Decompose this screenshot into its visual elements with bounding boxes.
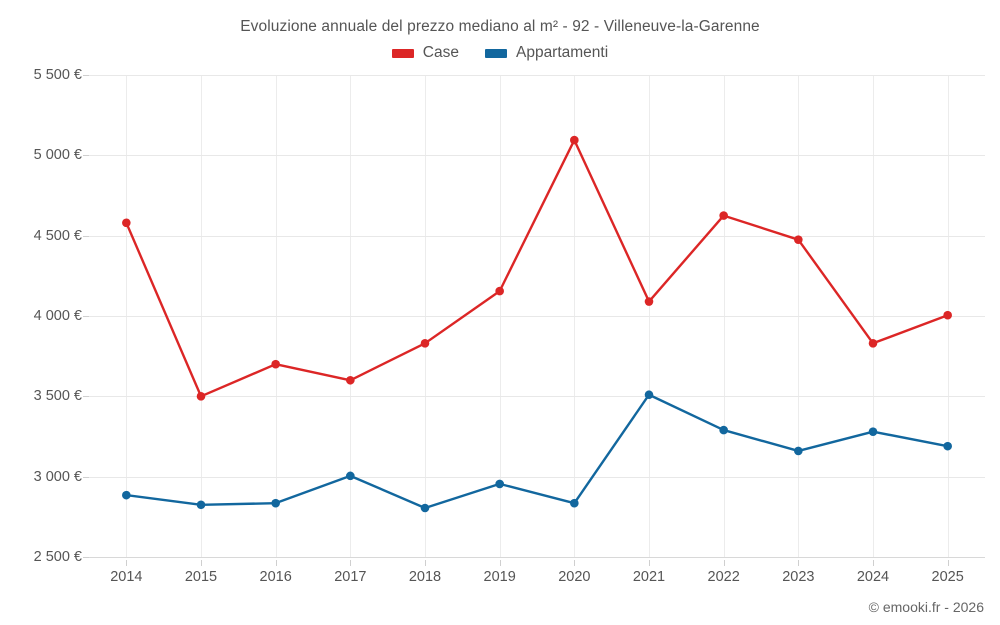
data-point[interactable] xyxy=(794,235,803,244)
data-point[interactable] xyxy=(420,339,430,348)
data-point[interactable] xyxy=(420,503,430,513)
y-axis-tick-label: 4 500 € xyxy=(33,227,82,244)
y-axis-labels: 2 500 € 3 000 € 3 500 € 4 000 € 4 500 € 5 000… xyxy=(0,67,89,565)
series-2 xyxy=(122,390,952,513)
x-axis-tick-mark xyxy=(947,560,949,566)
data-point[interactable] xyxy=(868,427,878,436)
data-point[interactable] xyxy=(122,218,131,228)
data-point[interactable] xyxy=(719,211,728,220)
y-axis-tick-mark xyxy=(83,396,89,398)
data-point[interactable] xyxy=(644,297,654,306)
data-point[interactable] xyxy=(794,446,803,456)
legend-label: Case xyxy=(422,44,459,61)
x-axis-tick-label: 2020 xyxy=(558,569,591,585)
x-axis-tick-label: 2015 xyxy=(184,569,218,585)
x-axis-tick-label: 2019 xyxy=(483,569,516,585)
gridline-horizontal xyxy=(89,75,985,76)
gridline-horizontal xyxy=(89,396,985,398)
plot-area xyxy=(89,75,985,558)
y-axis-tick-label: 4 000 € xyxy=(33,308,82,324)
x-axis-tick-label: 2021 xyxy=(632,569,666,585)
x-axis-tick-mark xyxy=(798,560,800,566)
x-axis-tick-label: 2018 xyxy=(408,569,442,585)
x-axis-line xyxy=(89,557,985,558)
data-point[interactable] xyxy=(570,498,579,508)
x-axis-tick-mark xyxy=(425,560,426,566)
data-point[interactable] xyxy=(868,339,878,348)
data-point[interactable] xyxy=(271,359,280,369)
x-axis-tick-label: 2016 xyxy=(259,569,292,585)
series-1 xyxy=(122,135,952,401)
y-axis-tick-label: 2 500 € xyxy=(33,549,82,565)
credit-text: © emooki.fr - 2026 xyxy=(868,599,984,615)
x-axis-tick-mark xyxy=(126,560,128,566)
data-point[interactable] xyxy=(943,441,952,451)
x-axis-tick-mark xyxy=(201,560,202,566)
legend-item[interactable]: Appartamenti xyxy=(484,44,609,62)
chart-legend: Case Appartamenti xyxy=(0,44,1000,62)
data-point[interactable] xyxy=(196,392,206,401)
gridline-horizontal xyxy=(89,155,985,157)
data-point[interactable] xyxy=(271,498,280,508)
x-axis-tick-mark xyxy=(275,560,277,566)
data-point[interactable] xyxy=(943,310,952,320)
y-axis-tick-label: 5 000 € xyxy=(33,147,82,164)
y-axis-tick-mark xyxy=(83,316,89,317)
x-axis-tick-mark xyxy=(723,560,725,566)
data-point[interactable] xyxy=(644,390,654,400)
y-axis-tick-mark xyxy=(83,557,89,558)
series-line xyxy=(125,393,949,510)
data-point[interactable] xyxy=(719,425,728,435)
x-axis-tick-mark xyxy=(649,560,650,566)
y-axis-tick-label: 5 500 € xyxy=(33,67,82,83)
gridline-horizontal xyxy=(89,316,985,317)
series-layer xyxy=(122,135,952,513)
gridline-horizontal xyxy=(89,235,985,237)
legend-swatch-icon xyxy=(391,48,414,58)
x-axis-labels: 2014 2015 2016 2017 2018 2019 2020 2021 2022 2023… xyxy=(89,560,985,590)
data-point[interactable] xyxy=(570,135,579,145)
x-axis-tick-label: 2024 xyxy=(856,569,890,585)
y-axis-tick-label: 3 500 € xyxy=(33,388,82,405)
x-axis-tick-label: 2014 xyxy=(110,569,143,585)
data-point[interactable] xyxy=(196,500,206,510)
x-axis-tick-label: 2025 xyxy=(931,569,964,585)
x-axis-tick-label: 2022 xyxy=(707,569,740,585)
data-point[interactable] xyxy=(495,479,504,489)
data-point[interactable] xyxy=(122,490,131,500)
x-axis-tick-label: 2023 xyxy=(782,569,815,585)
x-axis-tick-mark xyxy=(350,560,352,566)
x-axis-tick-mark xyxy=(574,560,576,566)
series-line xyxy=(125,138,949,398)
y-axis-tick-mark xyxy=(83,476,89,478)
legend-label: Appartamenti xyxy=(515,44,609,61)
x-axis-tick-label: 2017 xyxy=(334,569,367,585)
x-axis-tick-mark xyxy=(873,560,874,566)
data-point[interactable] xyxy=(346,471,355,481)
y-axis-tick-mark xyxy=(83,235,89,237)
chart-title: Evoluzione annuale del prezzo mediano al… xyxy=(240,18,760,35)
y-axis-tick-mark xyxy=(83,155,89,157)
x-axis-tick-mark xyxy=(499,560,501,566)
y-axis-tick-mark xyxy=(83,75,89,76)
data-point[interactable] xyxy=(346,375,355,385)
data-point[interactable] xyxy=(495,286,504,296)
legend-swatch-icon xyxy=(484,48,507,58)
gridline-horizontal xyxy=(89,476,985,478)
y-axis-tick-label: 3 000 € xyxy=(33,468,82,485)
legend-item[interactable]: Case xyxy=(391,44,459,62)
